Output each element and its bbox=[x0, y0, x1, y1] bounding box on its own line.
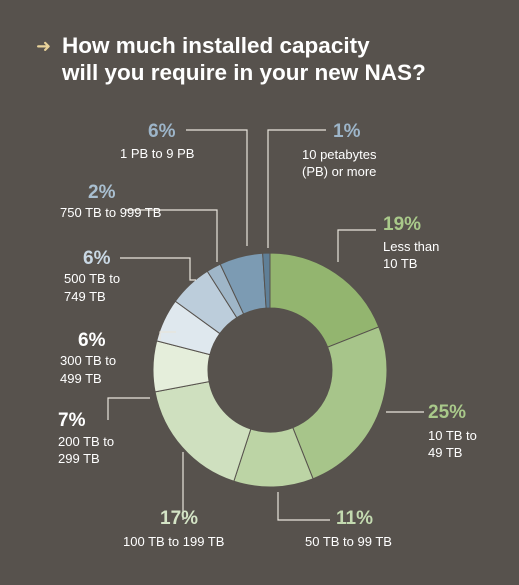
slice-percent-label-7: 6% bbox=[83, 248, 111, 269]
donut-slices bbox=[152, 252, 388, 488]
slice-category-label-9-1: 1 PB to 9 PB bbox=[120, 146, 194, 161]
chart-title-line-2: will you require in your new NAS? bbox=[62, 60, 426, 85]
leader-line-3 bbox=[277, 492, 330, 521]
slice-category-label-2-1: 10 TB to bbox=[428, 428, 477, 443]
slice-percent-label-3: 11% bbox=[336, 508, 373, 529]
slice-percent-label-4: 17% bbox=[160, 508, 198, 529]
slice-percent-label-5: 7% bbox=[58, 410, 86, 431]
slice-percent-label-1: 19% bbox=[383, 214, 421, 235]
leader-line-9 bbox=[186, 129, 248, 246]
slice-category-label-10-1: 10 petabytes bbox=[302, 147, 377, 162]
leader-line-6 bbox=[159, 331, 176, 340]
donut-labels: 19% Less than 10 TB 25% 10 TB to 49 TB 11% 50 T… bbox=[58, 121, 477, 549]
slice-category-label-7-2: 749 TB bbox=[64, 289, 106, 304]
slice-percent-label-6: 6% bbox=[78, 330, 106, 351]
slice-category-label-5-1: 200 TB to bbox=[58, 434, 114, 449]
slice-category-label-10-2: (PB) or more bbox=[302, 164, 376, 179]
leader-line-7 bbox=[120, 257, 196, 281]
slice-category-label-7-1: 500 TB to bbox=[64, 271, 120, 286]
slice-category-label-1-1: Less than bbox=[383, 239, 439, 254]
donut-slice-10 bbox=[262, 252, 271, 309]
leader-line-10 bbox=[267, 129, 326, 248]
slice-category-label-2-2: 49 TB bbox=[428, 445, 462, 460]
slice-category-label-6-1: 300 TB to bbox=[60, 353, 116, 368]
leader-line-1 bbox=[337, 229, 376, 262]
slice-percent-label-10: 1% bbox=[333, 121, 361, 142]
slice-category-label-1-2: 10 TB bbox=[383, 256, 417, 271]
donut-slice-2 bbox=[292, 326, 388, 480]
donut-slice-4 bbox=[154, 381, 252, 482]
slice-percent-label-2: 25% bbox=[428, 402, 466, 423]
slice-category-label-3-1: 50 TB to 99 TB bbox=[305, 534, 392, 549]
leader-line-5 bbox=[107, 397, 150, 420]
chart-title: ➜ How much installed capacity will you r… bbox=[36, 32, 426, 86]
slice-percent-label-8: 2% bbox=[88, 182, 116, 203]
slice-category-label-4-1: 100 TB to 199 TB bbox=[123, 534, 224, 549]
arrow-icon: ➜ bbox=[36, 36, 52, 56]
leader-line-8 bbox=[125, 209, 218, 262]
slice-category-label-5-2: 299 TB bbox=[58, 451, 100, 466]
chart-title-line-1: How much installed capacity bbox=[62, 33, 370, 58]
slice-category-label-8-1: 750 TB to 999 TB bbox=[60, 205, 161, 220]
slice-percent-label-9: 6% bbox=[148, 121, 176, 142]
slice-category-label-6-2: 499 TB bbox=[60, 371, 102, 386]
